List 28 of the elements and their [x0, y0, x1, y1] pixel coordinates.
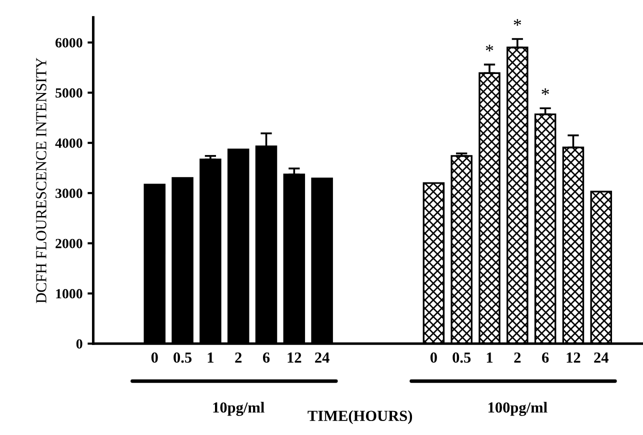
x-axis-title: TIME(HOURS)	[308, 410, 412, 424]
data-label: *	[486, 44, 494, 52]
data-label: *	[542, 88, 549, 96]
x-tick-label: 0	[430, 352, 437, 363]
y-tick-label: 0	[76, 339, 82, 349]
y-tick-label: 1000	[56, 289, 82, 298]
y-axis-title: DCFH FLOURESCENCE INTENSITY	[36, 58, 46, 304]
y-tick-label: 3000	[56, 188, 82, 198]
y-tick-label: 5000	[56, 88, 82, 98]
y-tick-label: 6000	[56, 38, 82, 48]
x-tick-label: 1	[208, 352, 214, 363]
x-tick-label: 0.5	[174, 352, 192, 363]
x-tick-label: 6	[262, 352, 270, 363]
data-label: *	[514, 19, 522, 26]
text: 10pg/ml	[213, 402, 264, 416]
y-tick-label: 2000	[56, 238, 82, 248]
x-tick-label: 12	[288, 352, 302, 363]
x-tick-label: 24	[315, 352, 330, 363]
x-tick-label: 2	[235, 352, 242, 363]
x-tick-label: 0	[151, 352, 158, 363]
x-tick-label: 6	[542, 352, 549, 363]
x-tick-label: 0.5	[452, 352, 471, 363]
x-tick-label: 24	[594, 352, 608, 363]
x-tick-label: 2	[514, 352, 521, 363]
text: 100pg/ml	[488, 402, 548, 416]
x-tick-label: 12	[566, 352, 580, 363]
x-tick-label: 1	[486, 352, 493, 363]
y-tick-label: 4000	[55, 138, 82, 148]
